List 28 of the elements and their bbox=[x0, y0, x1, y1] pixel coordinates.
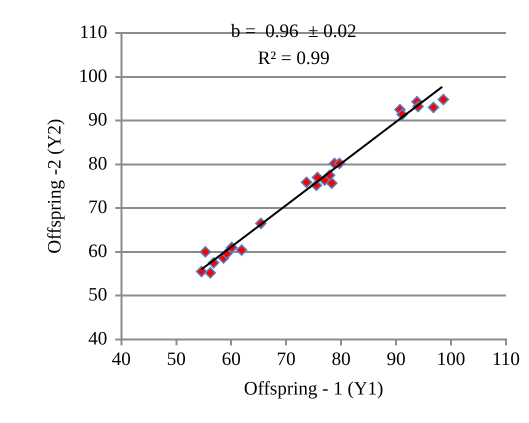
point bbox=[326, 177, 338, 189]
x-tick-label: 90 bbox=[386, 348, 406, 370]
y-tick-label: 50 bbox=[88, 284, 108, 306]
x-tick-label: 60 bbox=[222, 348, 241, 370]
point bbox=[196, 266, 208, 278]
y-tick-label: 100 bbox=[78, 66, 108, 87]
y-tick-label: 80 bbox=[88, 153, 108, 174]
y-axis-title: Offspring -2 (Y2) bbox=[44, 118, 66, 254]
annotation: b = 0.96 ± 0.02 bbox=[230, 21, 356, 42]
y-tick-label: 70 bbox=[88, 197, 108, 218]
x-tick-label: 100 bbox=[436, 348, 466, 370]
y-tick-label: 110 bbox=[80, 22, 108, 43]
point bbox=[428, 102, 440, 114]
x-axis-title: Offspring - 1 (Y1) bbox=[244, 378, 384, 400]
x-tick-label: 80 bbox=[332, 348, 351, 370]
point bbox=[438, 94, 450, 106]
y-tick-label: 40 bbox=[88, 328, 108, 350]
annotation: R² = 0.99 bbox=[258, 48, 330, 69]
y-tick-label: 90 bbox=[88, 110, 108, 131]
point bbox=[236, 244, 248, 256]
x-tick-label: 70 bbox=[276, 348, 296, 370]
point bbox=[204, 267, 216, 279]
point bbox=[200, 246, 212, 258]
x-tick-label: 40 bbox=[112, 348, 131, 370]
x-tick-label: 50 bbox=[166, 348, 186, 370]
x-tick-label: 110 bbox=[492, 348, 520, 370]
point bbox=[300, 176, 312, 188]
y-tick-label: 60 bbox=[88, 240, 108, 262]
